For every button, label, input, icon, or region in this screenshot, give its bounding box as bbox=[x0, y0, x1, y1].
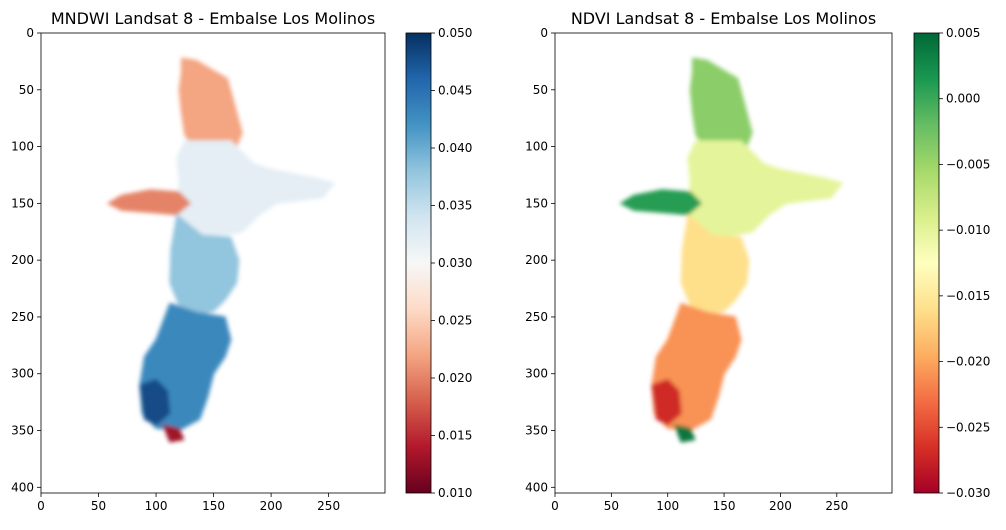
x-tick-label: 0 bbox=[551, 499, 559, 513]
colorbar-tick-label: 0.000 bbox=[946, 92, 980, 106]
colorbar-tick-label: −0.025 bbox=[946, 420, 990, 434]
x-tick-label: 250 bbox=[825, 499, 848, 513]
image-region-7 bbox=[673, 424, 696, 443]
plot-frame bbox=[40, 32, 386, 494]
y-tick-label: 400 bbox=[525, 480, 548, 494]
chart-panel-1: MNDWI Landsat 8 - Embalse Los Molinos 0 50… bbox=[11, 9, 472, 513]
y-tick-label: 400 bbox=[11, 480, 34, 494]
x-tick-label: 150 bbox=[713, 499, 736, 513]
image-region-6 bbox=[139, 378, 171, 426]
x-tick-label: 200 bbox=[769, 499, 792, 513]
colorbar-tick-label: 0.050 bbox=[438, 26, 472, 40]
y-tick-label: 200 bbox=[11, 253, 34, 267]
y-tick-label: 250 bbox=[11, 310, 34, 324]
y-tick-label: 350 bbox=[525, 424, 548, 438]
x-tick-label: 150 bbox=[202, 499, 225, 513]
y-tick-label: 300 bbox=[11, 367, 34, 381]
colorbar-tick-label: 0.045 bbox=[438, 84, 472, 98]
colorbar bbox=[405, 32, 432, 494]
chart-panel-2: NDVI Landsat 8 - Embalse Los Molinos 0 50 1… bbox=[525, 9, 990, 513]
colorbar bbox=[913, 32, 940, 494]
y-tick-label: 350 bbox=[11, 424, 34, 438]
y-tick-label: 50 bbox=[19, 83, 34, 97]
image-region-6 bbox=[651, 378, 682, 426]
colorbar-tick-label: −0.015 bbox=[946, 289, 990, 303]
y-tick-label: 150 bbox=[11, 196, 34, 210]
y-tick-label: 0 bbox=[540, 26, 548, 40]
colorbar-tick-label: 0.030 bbox=[438, 256, 472, 270]
y-tick-label: 150 bbox=[525, 196, 548, 210]
x-tick-label: 100 bbox=[145, 499, 168, 513]
image-region-3 bbox=[106, 189, 192, 216]
y-tick-label: 200 bbox=[525, 253, 548, 267]
x-tick-label: 0 bbox=[37, 499, 45, 513]
colorbar-tick-label: 0.020 bbox=[438, 371, 472, 385]
image-region-7 bbox=[162, 424, 185, 443]
reservoir-image bbox=[106, 57, 336, 443]
y-tick-label: 50 bbox=[533, 83, 548, 97]
x-tick-label: 50 bbox=[604, 499, 619, 513]
plot-frame bbox=[554, 32, 893, 494]
y-tick-label: 100 bbox=[11, 140, 34, 154]
chart-title: NDVI Landsat 8 - Embalse Los Molinos bbox=[571, 9, 876, 28]
colorbar-tick-label: 0.035 bbox=[438, 199, 472, 213]
x-tick-label: 200 bbox=[260, 499, 283, 513]
reservoir-image bbox=[619, 57, 844, 443]
colorbar-tick-label: −0.020 bbox=[946, 355, 990, 369]
colorbar-tick-label: 0.010 bbox=[438, 486, 472, 500]
y-tick-label: 300 bbox=[525, 367, 548, 381]
x-tick-label: 100 bbox=[656, 499, 679, 513]
colorbar-tick-label: −0.010 bbox=[946, 223, 990, 237]
colorbar-tick-label: 0.040 bbox=[438, 141, 472, 155]
colorbar-tick-label: 0.025 bbox=[438, 314, 472, 328]
image-region-3 bbox=[619, 189, 703, 216]
colorbar-tick-label: 0.005 bbox=[946, 26, 980, 40]
image-region-4 bbox=[680, 213, 750, 316]
chart-title: MNDWI Landsat 8 - Embalse Los Molinos bbox=[51, 9, 375, 28]
colorbar-tick-label: −0.005 bbox=[946, 157, 990, 171]
y-tick-label: 0 bbox=[26, 26, 34, 40]
image-region-4 bbox=[169, 213, 240, 316]
y-tick-label: 250 bbox=[525, 310, 548, 324]
x-tick-label: 250 bbox=[317, 499, 340, 513]
y-tick-label: 100 bbox=[525, 140, 548, 154]
x-tick-label: 50 bbox=[91, 499, 106, 513]
colorbar-tick-label: −0.030 bbox=[946, 486, 990, 500]
colorbar-tick-label: 0.015 bbox=[438, 429, 472, 443]
